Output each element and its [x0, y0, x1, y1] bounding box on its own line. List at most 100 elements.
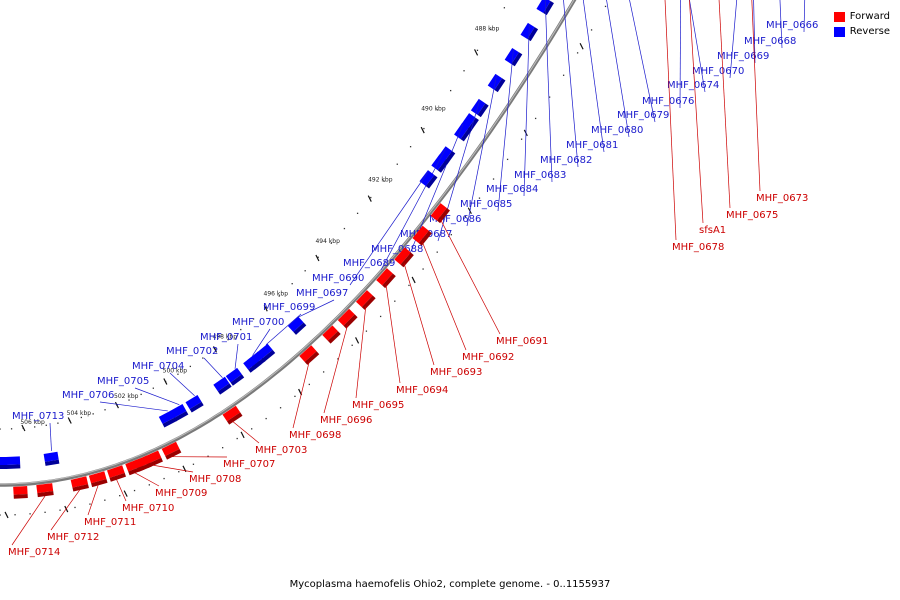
reverse-swatch — [833, 26, 845, 37]
forward-gene-box — [13, 485, 28, 499]
reverse-track-tick — [21, 424, 26, 432]
reverse-guide-dot — [152, 387, 154, 389]
forward-guide-dot — [351, 344, 353, 346]
reverse-gene-box-shadow — [174, 411, 189, 422]
reverse-guide-dot — [57, 422, 59, 424]
forward-gene-box-shadow — [327, 331, 341, 344]
reverse-guide-dot — [383, 180, 385, 182]
forward-gene-leader — [153, 464, 194, 473]
reverse-track-tick — [114, 401, 119, 409]
reverse-gene-leader — [49, 422, 52, 451]
reverse-track-tick — [163, 378, 168, 385]
reverse-guide-dot — [356, 212, 359, 214]
forward-guide-dot — [436, 251, 438, 253]
reverse-gene-leader — [679, 0, 682, 109]
reverse-gene-box-shadow — [248, 360, 262, 373]
forward-gene-label: MHF_0695 — [352, 400, 404, 411]
reverse-gene-label: MHF_0705 — [97, 376, 149, 387]
reverse-gene-leader — [99, 401, 168, 412]
forward-gene-box — [322, 325, 341, 344]
forward-gene-leader — [87, 485, 99, 516]
reverse-gene-label: MHF_0689 — [343, 258, 395, 269]
forward-guide-dot — [44, 511, 46, 513]
genome-backbone — [0, 0, 577, 487]
scale-tick-label: 502 kbp — [114, 393, 139, 400]
reverse-gene-leader — [349, 171, 429, 286]
forward-gene-leader — [439, 218, 501, 335]
reverse-gene-box-face — [43, 451, 59, 462]
forward-gene-box — [143, 450, 163, 468]
reverse-gene-box-shadow — [467, 117, 479, 132]
forward-track-tick — [4, 511, 9, 519]
reverse-gene-leader — [466, 74, 497, 227]
scale-tick-label: 504 kbp — [67, 410, 92, 417]
forward-guide-dot — [104, 499, 106, 501]
scale-tick-label: 496 kbp — [264, 290, 289, 297]
forward-guide-dot — [394, 300, 396, 302]
reverse-guide-dot — [317, 256, 319, 258]
forward-gene-box-shadow — [72, 484, 89, 492]
forward-gene-box-shadow — [91, 478, 108, 488]
forward-gene-box-face — [394, 247, 411, 265]
reverse-gene-leader — [563, 0, 579, 168]
forward-guide-dot — [562, 74, 565, 76]
reverse-gene-box-face — [536, 0, 551, 14]
reverse-guide-dot — [343, 227, 346, 230]
forward-gene-box-face — [125, 458, 144, 472]
forward-gene-box — [161, 441, 182, 460]
reverse-gene-leader — [544, 0, 553, 183]
forward-gene-leader — [134, 472, 160, 487]
reverse-gene-leader — [437, 99, 481, 242]
forward-gene-label: MHF_0714 — [8, 547, 60, 558]
forward-gene-box-shadow — [37, 491, 54, 498]
forward-guide-dot — [221, 447, 224, 449]
reverse-gene-label: MHF_0674 — [667, 80, 719, 91]
reverse-guide-dot — [265, 307, 268, 309]
reverse-guide-dot — [409, 146, 412, 148]
reverse-gene-box-shadow — [443, 151, 456, 165]
reverse-gene-label: MHF_0683 — [514, 170, 566, 181]
reverse-track-tick — [212, 346, 218, 353]
forward-gene-label: MHF_0694 — [396, 385, 448, 396]
forward-gene-leader — [664, 0, 677, 241]
forward-gene-label: MHF_0673 — [756, 193, 808, 204]
forward-guide-dot — [236, 437, 238, 440]
reverse-guide-dot — [252, 318, 255, 320]
scale-tick-label: 498 kbp — [213, 334, 238, 341]
reverse-guide-dot — [189, 365, 192, 368]
forward-gene-leader — [292, 361, 310, 429]
reverse-gene-box-face — [158, 410, 175, 424]
reverse-guide-dot — [128, 399, 130, 401]
forward-guide-dot — [408, 284, 410, 287]
forward-gene-box — [394, 247, 414, 268]
forward-gene-leader — [323, 324, 349, 414]
reverse-guide-dot — [45, 424, 47, 426]
reverse-track-tick — [67, 417, 72, 424]
scale-tick-label: 490 kbp — [421, 106, 446, 113]
forward-track-tick — [123, 490, 128, 497]
reverse-track-tick — [474, 49, 479, 56]
reverse-gene-label: MHF_0681 — [566, 140, 618, 151]
forward-gene-box-shadow — [128, 465, 145, 476]
forward-gene-box-face — [322, 325, 338, 341]
reverse-gene-box-face — [520, 22, 535, 40]
reverse-gene-box-shadow — [189, 401, 204, 413]
reverse-gene-label: MHF_0706 — [62, 390, 114, 401]
reverse-guide-dot — [436, 109, 438, 111]
reverse-gene-label: MHF_0701 — [200, 332, 252, 343]
reverse-gene-label: MHF_0684 — [486, 184, 538, 195]
forward-gene-box-face — [337, 308, 355, 326]
forward-gene-box-face — [13, 485, 28, 495]
forward-track-tick — [579, 42, 584, 50]
reverse-gene-box-face — [213, 376, 230, 392]
reverse-gene-box — [256, 343, 276, 362]
forward-guide-dot — [576, 52, 579, 54]
scale-tick-label: 500 kbp — [163, 368, 188, 375]
forward-guide-dot — [178, 471, 180, 473]
forward-gene-leader — [50, 489, 81, 531]
reverse-guide-dot — [423, 127, 425, 130]
forward-guide-dot — [422, 268, 424, 270]
reverse-gene-box — [243, 354, 262, 373]
forward-gene-label: MHF_0711 — [84, 517, 136, 528]
